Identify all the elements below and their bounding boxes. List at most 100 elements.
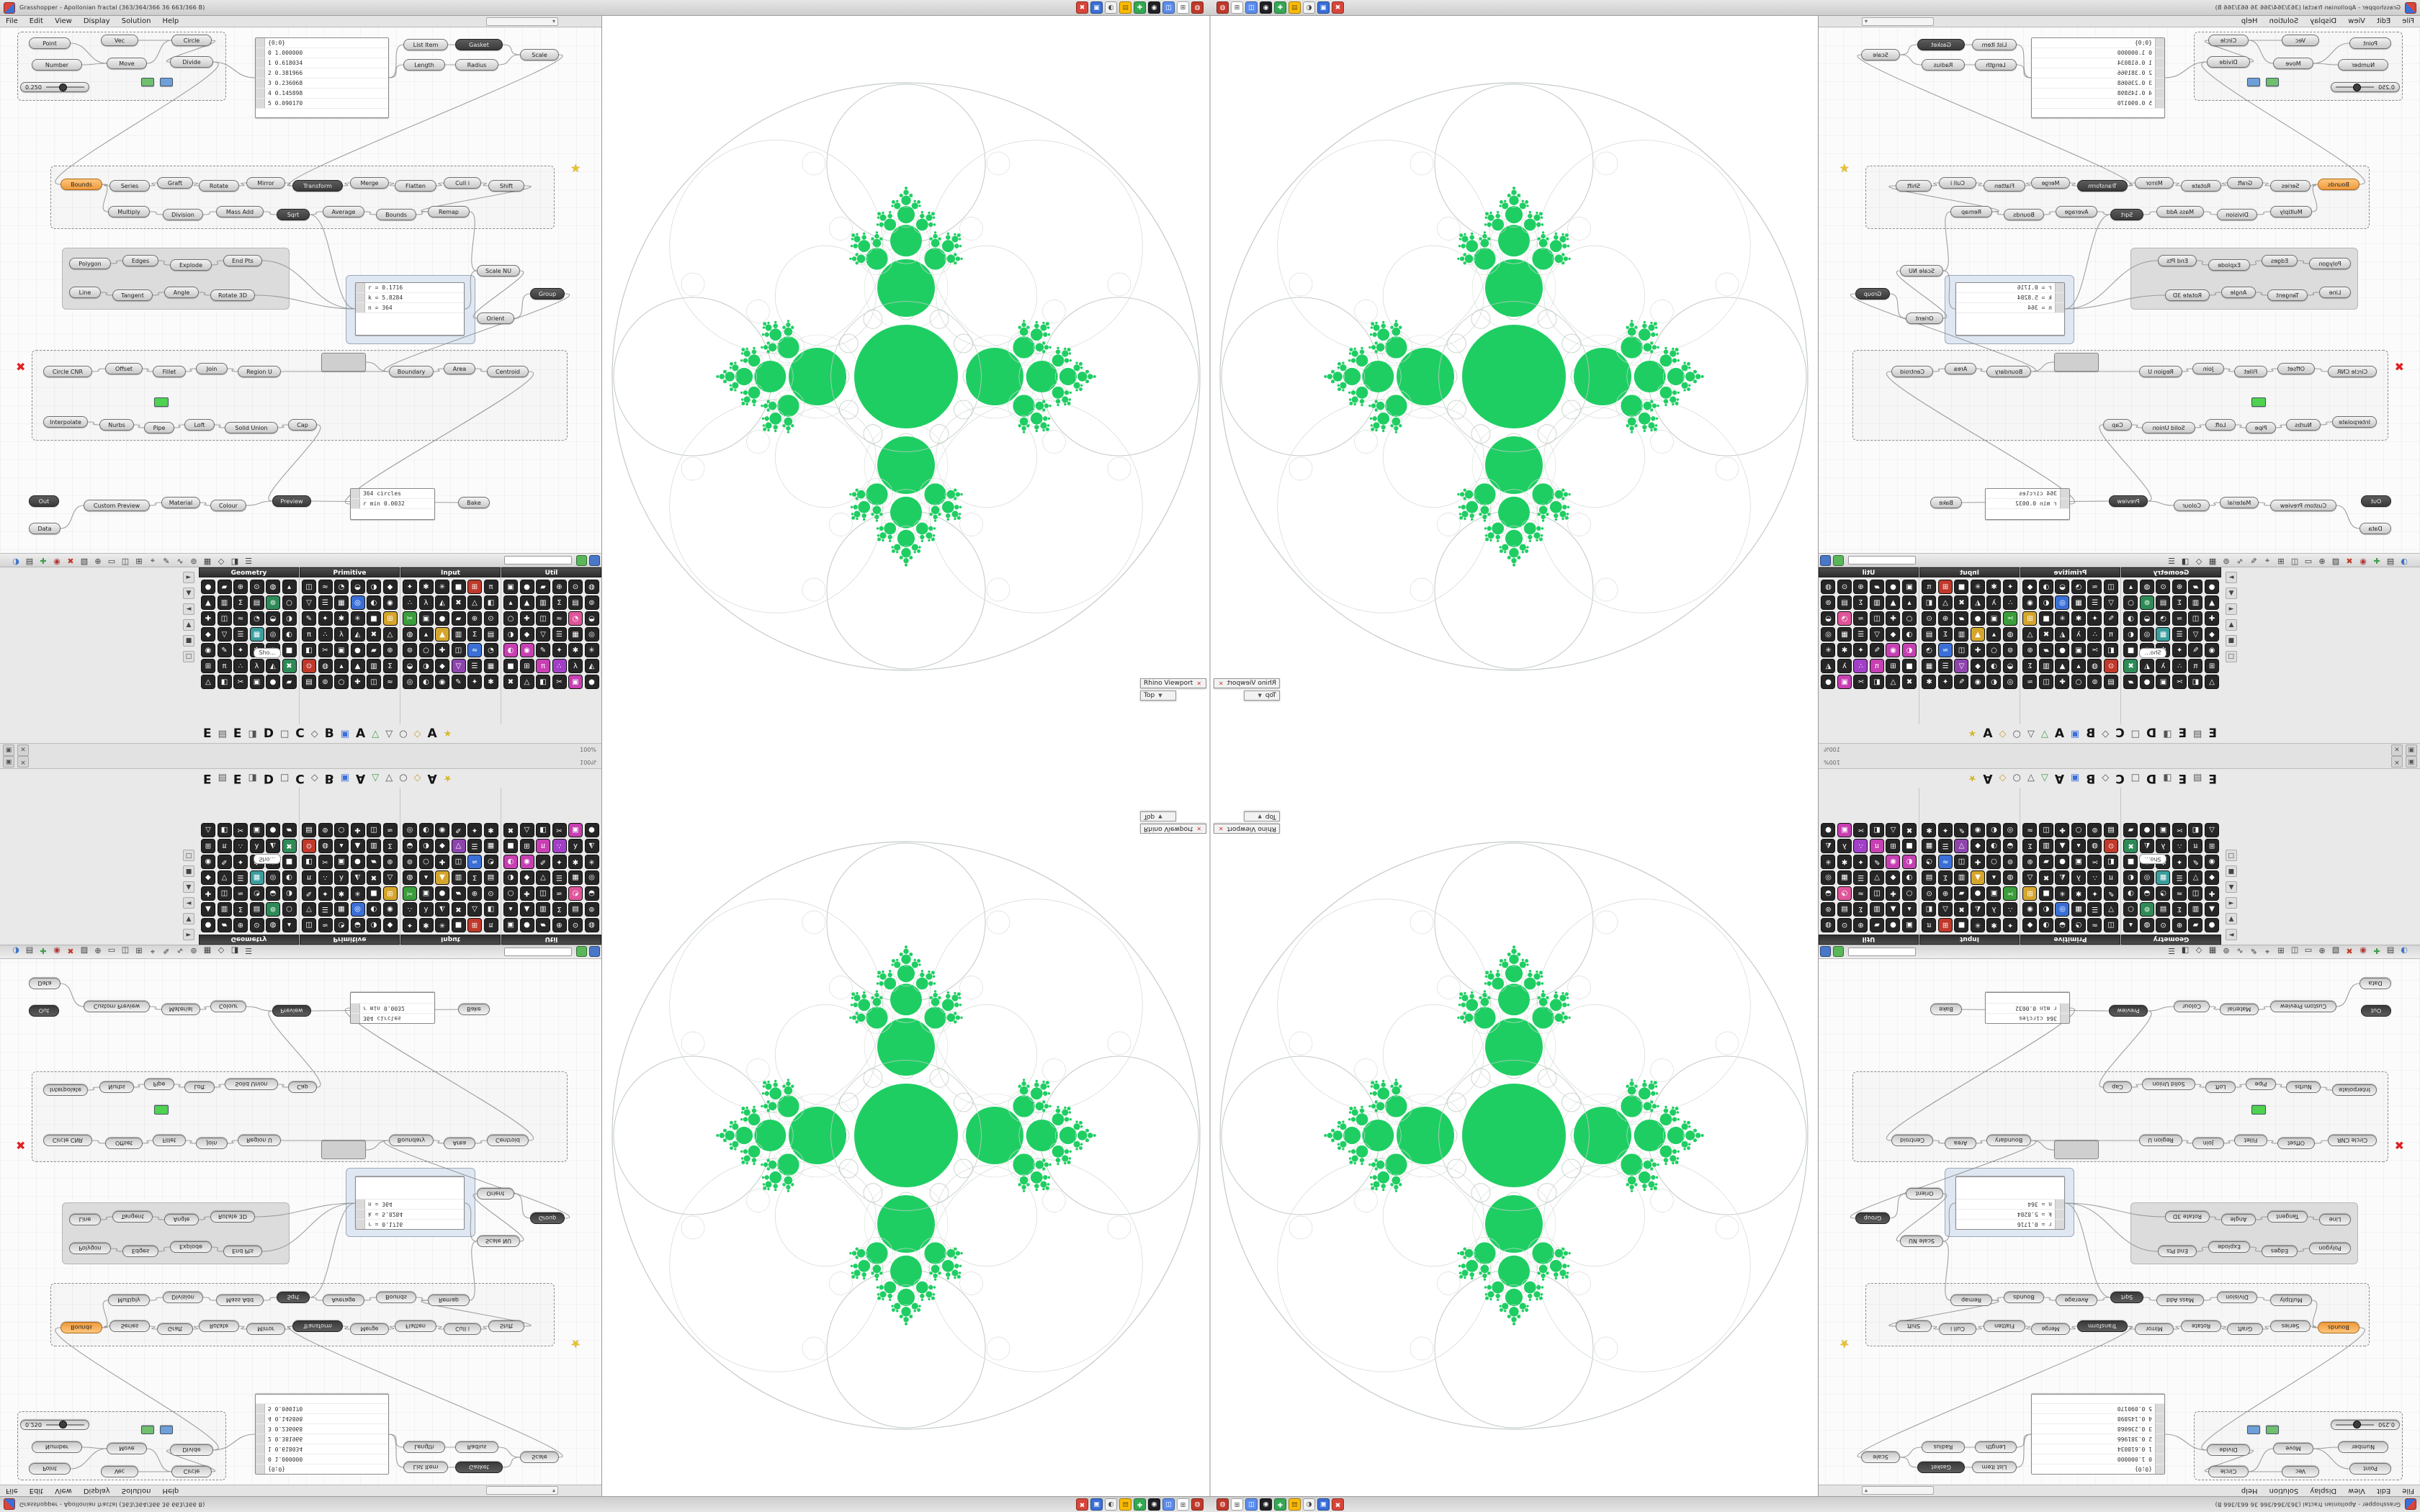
component-icon[interactable]: ✱ [483,823,498,837]
component-icon[interactable]: ▲ [201,595,215,610]
component-icon[interactable]: ✖ [367,627,381,642]
component-icon[interactable]: ◆ [382,580,398,594]
component-icon[interactable]: ✖ [282,839,297,853]
folder-icon[interactable]: ▤ [1119,1498,1131,1511]
toolbar-icon-12[interactable]: ∿ [176,946,184,956]
document-selector[interactable]: ▾ [486,17,558,26]
component-icon[interactable]: ▴ [2123,580,2138,594]
component-icon[interactable]: ▦ [2156,870,2171,885]
component-icon[interactable]: ◎ [2140,870,2154,885]
gh-node-scale[interactable]: Scale [1861,49,1900,60]
gh-node-cap[interactable]: Cap [288,1081,317,1093]
component-icon[interactable]: ◫ [451,855,466,869]
component-icon[interactable]: ▥ [451,870,466,885]
component-icon[interactable]: ≈ [552,611,567,626]
component-icon[interactable]: ▣ [1837,823,1852,837]
toolbar-icon-17[interactable]: ☰ [245,946,252,956]
component-icon[interactable]: λ [2156,839,2171,853]
component-icon[interactable]: ✳ [2055,611,2070,626]
component-icon[interactable]: ◫ [217,886,232,901]
menu-help[interactable]: Help [2241,1487,2258,1495]
gh-node-centroid[interactable]: Centroid [1891,1135,1933,1146]
component-icon[interactable]: ◭ [435,595,449,610]
gh-node-join[interactable]: Join [2192,1138,2224,1149]
component-icon[interactable]: ▰ [2188,918,2203,932]
component-icon[interactable]: ⊞ [467,918,482,932]
component-icon[interactable]: ● [1821,823,1836,837]
side-icon-3[interactable]: ▲ [2226,619,2237,631]
component-icon[interactable]: ◫ [2188,611,2203,626]
component-icon[interactable]: ▰ [536,580,550,594]
tab-letter-0[interactable]: E [203,771,212,786]
gh-node-mirror[interactable]: Mirror [246,177,285,189]
component-icon[interactable]: ◐ [418,823,434,837]
tab-letter-6[interactable]: C [295,771,305,786]
component-icon[interactable]: π [536,659,550,673]
gh-node-pipe[interactable]: Pipe [144,1079,174,1090]
gh-node[interactable] [321,1140,366,1159]
component-icon[interactable]: ◒ [2140,611,2154,626]
gh-node-bake[interactable]: Bake [1930,497,1962,508]
component-icon[interactable]: ✱ [418,918,434,932]
component-icon[interactable]: ✎ [2104,886,2118,901]
component-icon[interactable]: ✚ [201,886,215,901]
component-icon[interactable]: ◒ [2055,918,2070,932]
component-icon[interactable]: ■ [451,918,466,932]
component-icon[interactable]: ✖ [2123,839,2138,853]
gh-node-series[interactable]: Series [2270,1320,2311,1332]
component-icon[interactable]: ✳ [584,855,599,869]
toolbar-icon-15[interactable]: ◇ [2195,946,2202,956]
gh-node-loft[interactable]: Loft [2205,1081,2236,1093]
component-icon[interactable]: ◑ [2123,886,2138,901]
gh-node-colour[interactable]: Colour [210,500,246,511]
component-icon[interactable]: ✳ [2055,886,2070,901]
gh-node-flatten[interactable]: Flatten [1984,1320,2025,1332]
component-icon[interactable]: ◔ [1922,643,1937,657]
component-icon[interactable]: ☰ [233,627,248,642]
close-icon[interactable]: ✕ [17,744,29,756]
component-icon[interactable]: ▲ [350,659,365,673]
component-icon[interactable]: λ [568,839,583,853]
component-icon[interactable]: ■ [2123,643,2138,657]
component-icon[interactable]: ✦ [467,675,482,689]
component-icon[interactable]: ◒ [403,839,417,853]
component-icon[interactable]: ✂ [2003,886,2017,901]
component-icon[interactable]: ◒ [1821,886,1836,901]
gh-node-average[interactable]: Average [323,206,364,217]
component-icon[interactable]: π [302,870,316,885]
component-icon[interactable]: π [483,918,498,932]
gh-node-radius[interactable]: Radius [1922,59,1965,71]
component-icon[interactable]: ▦ [334,595,349,610]
component-icon[interactable]: ◍ [584,580,599,594]
component-icon[interactable]: ◔ [1837,611,1852,626]
component-icon[interactable]: ⊕ [467,886,482,901]
viewport-title-chip[interactable]: Rhino Viewport ✕ [1214,678,1280,688]
gh-node[interactable]: 364 circles r min 0.0032 [1985,488,2070,520]
component-icon[interactable]: ⊞ [2205,659,2219,673]
tab-shape-icon-5[interactable]: □ [2130,728,2141,739]
component-icon[interactable]: ◎ [403,675,417,689]
component-icon[interactable]: ✖ [451,902,466,917]
component-icon[interactable]: ◭ [2055,870,2070,885]
component-icon[interactable]: ◭ [1821,839,1836,853]
component-icon[interactable]: λ [418,595,434,610]
component-icon[interactable]: ○ [1902,886,1917,901]
component-icon[interactable]: ▦ [249,627,264,642]
component-icon[interactable]: ▴ [334,839,349,853]
component-icon[interactable]: ● [2055,855,2070,869]
component-icon[interactable]: ▽ [302,595,316,610]
component-icon[interactable]: ⊙ [2156,918,2171,932]
plus-app-icon[interactable]: ✚ [1134,1498,1146,1511]
component-icon[interactable]: ▥ [1870,902,1884,917]
toolbar-icon-1[interactable]: ▤ [2386,946,2395,956]
component-icon[interactable]: ◉ [382,902,398,917]
component-icon[interactable]: Σ [467,627,482,642]
component-icon[interactable]: ▤ [1837,595,1852,610]
toolbar-icon-8[interactable]: ◫ [121,946,130,956]
gh-node-mirror[interactable]: Mirror [2135,1323,2174,1335]
gh-node-length[interactable]: Length [403,59,445,71]
component-icon[interactable]: ✚ [519,611,534,626]
toolbar-icon-12[interactable]: ∿ [176,556,184,566]
component-icon[interactable]: ◧ [483,902,498,917]
component-icon[interactable]: ◐ [282,627,297,642]
